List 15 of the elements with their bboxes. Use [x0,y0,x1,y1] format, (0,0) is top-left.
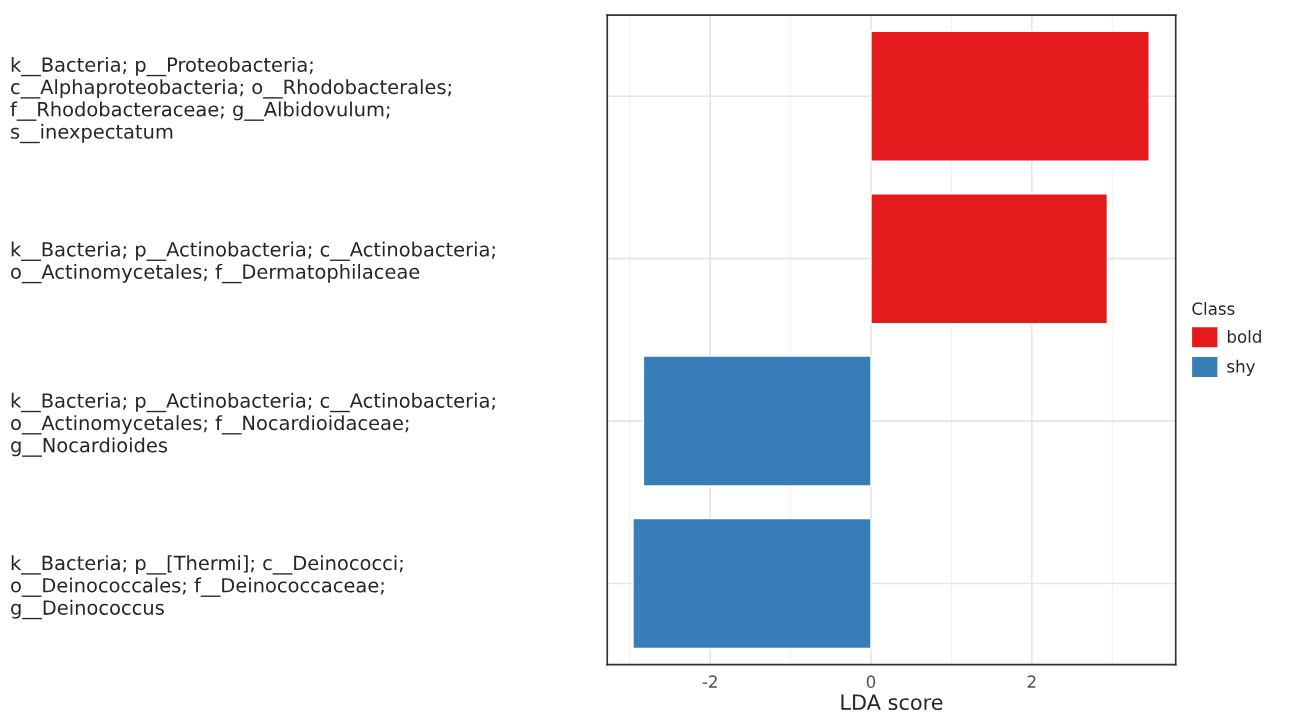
y-tick-label: k__Bacteria; p__Actinobacteria; c__Actinobacteria; o__Actinomycetales; f__Dermatophilaceae [11,241,495,284]
legend-label: bold [1227,330,1261,343]
y-tick-label: k__Bacteria; p__Actinobacteria; c__Actinobacteria; o__Actinomycetales; f__Nocardioidaceae; g__Nocardioides [11,392,495,457]
x-axis-title: LDA score [841,694,943,711]
x-tick-label: -2 [702,675,717,688]
legend-label: shy [1227,359,1256,376]
bar [642,355,872,487]
x-tick-label: 0 [866,675,876,688]
y-tick-label: k__Bacteria; p__[Thermi]; c__Deinococci; o__Deinococcales; f__Deinococcaceae; g__Deinococcus [11,555,403,620]
bar [870,193,1109,325]
legend-title: Class [1192,302,1235,315]
y-tick-label: k__Bacteria; p__Proteobacteria; c__Alphaproteobacteria; o__Rhodobacterales; f__Rhodobacteraceae; g__Albidovulum; s__inexpectatum [10,56,451,144]
bar [870,30,1150,162]
x-tick-label: 2 [1027,675,1036,688]
bar [632,517,872,650]
